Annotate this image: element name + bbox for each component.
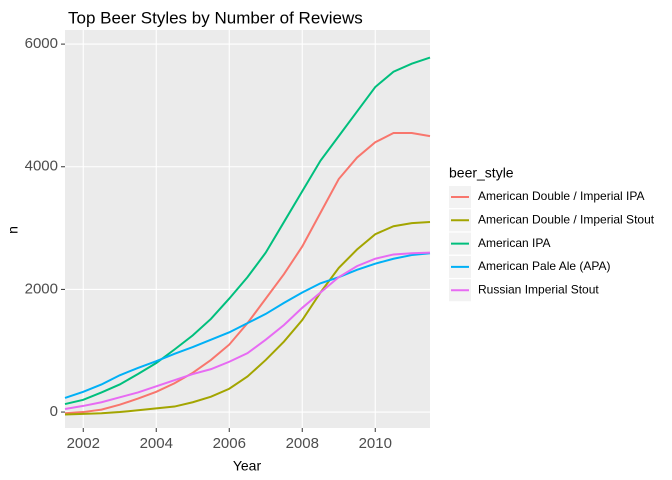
y-tick-label: 6000	[25, 35, 58, 52]
series-line	[64, 56, 431, 406]
x-tick-label: 2008	[286, 435, 319, 452]
x-tick-label: 2006	[213, 435, 246, 452]
legend-label: American IPA	[478, 236, 550, 250]
legend-label: American Double / Imperial Stout	[478, 212, 655, 226]
series-line	[64, 251, 431, 410]
x-tick-label: 2002	[67, 435, 100, 452]
y-tick-label: 0	[50, 403, 58, 420]
legend-label: American Pale Ale (APA)	[478, 259, 611, 273]
series-line	[64, 252, 431, 399]
y-tick-label: 2000	[25, 280, 58, 297]
x-tick-label: 2010	[359, 435, 392, 452]
legend-label: American Double / Imperial IPA	[478, 189, 645, 203]
x-axis-label: Year	[233, 458, 262, 474]
x-tick-label: 2004	[140, 435, 173, 452]
y-tick-label: 4000	[25, 158, 58, 175]
chart-title: Top Beer Styles by Number of Reviews	[68, 8, 363, 27]
series-line	[64, 220, 431, 416]
legend-label: Russian Imperial Stout	[478, 282, 599, 296]
y-axis-label: n	[5, 226, 21, 234]
legend-title: beer_style	[449, 165, 514, 181]
